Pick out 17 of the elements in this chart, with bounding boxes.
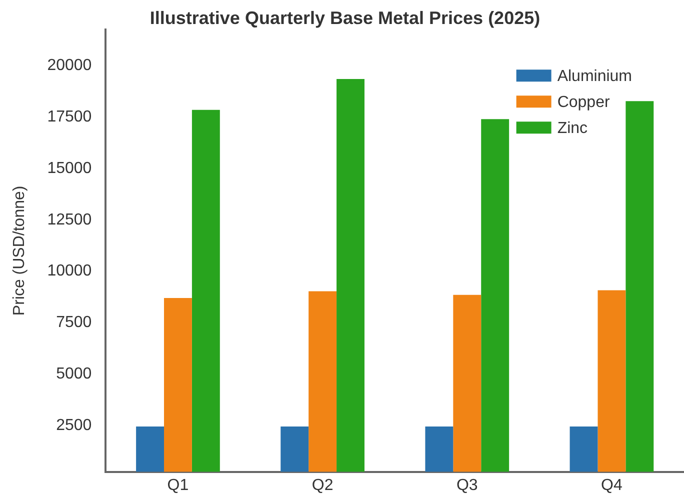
chart-title: Illustrative Quarterly Base Metal Prices (2025) [150,8,540,28]
y-tick-label: 17500 [47,108,92,126]
x-tick-label: Q2 [312,476,334,494]
legend-label: Copper [557,94,610,112]
x-tick-label: Q3 [456,476,478,494]
y-tick-label: 15000 [47,160,92,177]
y-tick-label: 20000 [47,57,92,74]
legend-label: Aluminium [557,68,632,86]
y-tick-label: 7500 [56,314,92,332]
y-tick-label: 10000 [47,262,92,280]
y-tick-label: 12500 [47,211,92,228]
y-tick-label: 2500 [56,416,92,434]
y-tick-label: 5000 [56,366,92,383]
x-tick-label: Q1 [167,476,189,494]
x-tick-label: Q4 [601,476,622,494]
legend-label: Zinc [557,120,588,138]
y-axis-title: Price (USD/tonne) [11,186,28,316]
